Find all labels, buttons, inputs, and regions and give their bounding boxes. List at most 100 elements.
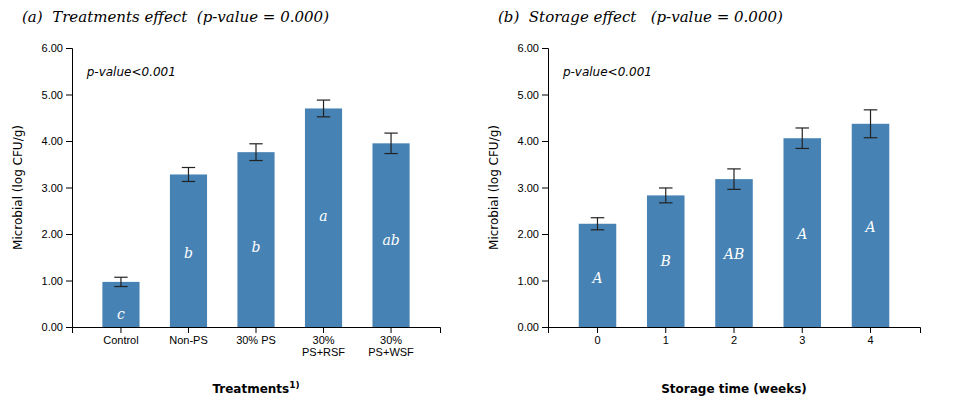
letter: b — [252, 239, 261, 255]
x-tick-mark — [665, 327, 666, 333]
y-axis-title: Microbial (log CFU/g) — [487, 125, 501, 250]
error-bar-stem — [665, 188, 666, 203]
error-bar-cap — [795, 127, 809, 128]
x-tick-mark — [323, 327, 324, 333]
error-bar — [864, 110, 878, 138]
error-bar-stem — [255, 144, 256, 161]
error-bar-cap — [182, 181, 195, 182]
x-tick: 3 — [799, 327, 805, 346]
x-axis-title: Storage time (weeks) — [661, 382, 807, 396]
bar — [102, 282, 139, 327]
y-tick: 2.00 — [518, 228, 548, 240]
panel: 0.00 1.00 2.00 3.00 4.00 5.00 6.00 Control Non-P… — [11, 42, 441, 396]
error-bar-cap — [591, 217, 605, 218]
y-tick-label: 5.00 — [42, 89, 63, 101]
error-bar-cap — [727, 189, 741, 190]
error-bar — [317, 100, 330, 117]
bar — [170, 174, 207, 327]
error-bar — [114, 277, 127, 286]
x-tick: 2 — [731, 327, 737, 346]
x-tick-mark — [256, 327, 257, 333]
y-tick-label: 0.00 — [42, 321, 63, 333]
x-tick-label-line: 1 — [663, 334, 669, 346]
error-bar-cap — [795, 148, 809, 149]
x-axis-title-text: Storage time (weeks) — [661, 382, 807, 396]
x-axis-title-superscript: 1) — [289, 380, 299, 390]
error-bar-stem — [870, 110, 871, 138]
x-axis-line — [73, 328, 441, 334]
y-tick-label: 1.00 — [518, 275, 539, 287]
x-tick-label: 30%PS+WSF — [368, 334, 414, 359]
x-tick-label-line: 2 — [731, 334, 737, 346]
x-tick-label-line: Control — [103, 334, 138, 346]
y-tick-mark — [542, 188, 548, 189]
y-axis: 0.00 1.00 2.00 3.00 4.00 5.00 6.00 — [42, 42, 73, 333]
x-tick-label: 3 — [799, 334, 805, 346]
error-bar-cap — [317, 99, 330, 100]
error-bar-cap — [591, 229, 605, 230]
y-tick-label: 6.00 — [518, 42, 539, 54]
x-tick-label-line: 0 — [594, 334, 600, 346]
y-tick-label: 4.00 — [42, 135, 63, 147]
error-bar — [795, 128, 809, 148]
letter: A — [590, 270, 602, 286]
error-bar — [249, 144, 262, 161]
letter: AB — [722, 246, 744, 262]
x-tick: Control — [103, 327, 138, 346]
error-bar — [659, 188, 673, 203]
error-bar — [591, 218, 605, 230]
error-bar — [182, 168, 195, 182]
y-tick-mark — [542, 141, 548, 142]
y-tick-mark — [66, 95, 72, 96]
bar — [852, 124, 890, 327]
error-bar-cap — [659, 187, 673, 188]
x-tick-label: 30%PS+RSF — [302, 334, 345, 359]
y-tick-mark — [66, 327, 72, 328]
y-axis: 0.001.002.003.004.005.006.00 — [518, 42, 549, 333]
x-tick-label-line: 30% — [380, 334, 402, 346]
bar — [372, 143, 409, 327]
error-bar-stem — [597, 218, 598, 230]
error-bar — [727, 169, 741, 189]
x-tick-label-line: 3 — [799, 334, 805, 346]
y-tick-label: 3.00 — [518, 182, 539, 194]
letter: A — [795, 226, 807, 242]
x-tick-mark — [120, 327, 121, 333]
x-axis-title-text: Treatments — [212, 382, 289, 396]
x-tick-mark — [870, 327, 871, 333]
y-tick-mark — [542, 95, 548, 96]
y-tick: 4.00 — [42, 135, 72, 147]
bar — [783, 138, 821, 327]
x-tick: 30%PS+RSF — [302, 327, 345, 358]
y-tick-mark — [66, 48, 72, 49]
letters: cbbaab — [117, 208, 400, 322]
bar — [305, 108, 342, 327]
letter: a — [319, 208, 327, 224]
error-bar-cap — [384, 132, 397, 133]
y-axis-line — [66, 49, 73, 328]
error-bar-stem — [802, 128, 803, 148]
x-tick-label-line: PS+WSF — [368, 346, 414, 358]
x-tick-label-line: Non-PS — [169, 334, 208, 346]
error-bar-stem — [733, 169, 734, 189]
y-tick-label: 4.00 — [518, 135, 539, 147]
marks — [102, 100, 409, 327]
x-tick-label-line: 4 — [867, 334, 873, 346]
y-axis-line — [542, 49, 549, 328]
x-tick-mark — [597, 327, 598, 333]
error-bar-cap — [384, 153, 397, 154]
y-tick-label: 1.00 — [42, 275, 63, 287]
y-tick: 0.00 — [518, 321, 548, 333]
x-tick-label: 30% PS — [236, 334, 276, 346]
y-tick-label: 3.00 — [42, 182, 63, 194]
x-axis-title: Treatments1) — [212, 380, 299, 396]
x-tick-label: Non-PS — [169, 334, 208, 346]
x-tick-label: 4 — [867, 334, 873, 346]
letter: c — [117, 306, 125, 322]
error-bar-cap — [249, 143, 262, 144]
y-tick: 6.00 — [42, 42, 72, 54]
error-bar-cap — [317, 116, 330, 117]
error-bar-cap — [864, 109, 878, 110]
y-tick-mark — [66, 234, 72, 235]
y-tick-label: 2.00 — [42, 228, 63, 240]
